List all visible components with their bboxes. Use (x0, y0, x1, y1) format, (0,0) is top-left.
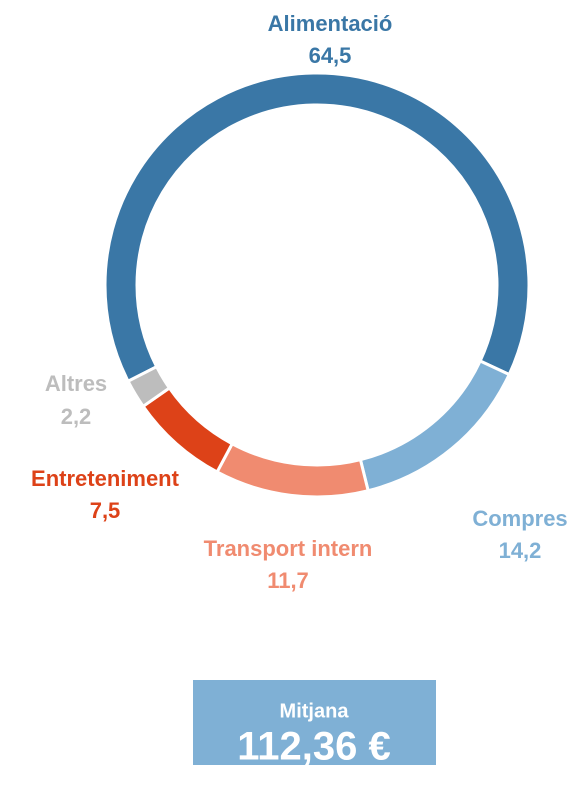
segment-label: Transport intern (204, 536, 373, 561)
summary-value: 112,36 € (237, 725, 391, 769)
donut-segment (215, 441, 370, 499)
segment-value: 64,5 (309, 43, 352, 68)
summary-box (193, 680, 436, 765)
donut-segment (103, 71, 531, 384)
segment-label: Entreteniment (31, 466, 180, 491)
donut-segment (141, 385, 235, 475)
segment-value: 2,2 (61, 404, 92, 429)
summary-label: Mitjana (280, 700, 350, 722)
segment-value: 14,2 (499, 538, 542, 563)
segment-label: Altres (45, 371, 107, 396)
segment-label: Alimentació (268, 11, 393, 36)
segment-value: 7,5 (90, 498, 121, 523)
segment-value: 11,7 (267, 568, 309, 593)
segment-label: Compres (472, 506, 567, 531)
donut-segment (358, 358, 512, 493)
donut-segment (126, 364, 172, 409)
